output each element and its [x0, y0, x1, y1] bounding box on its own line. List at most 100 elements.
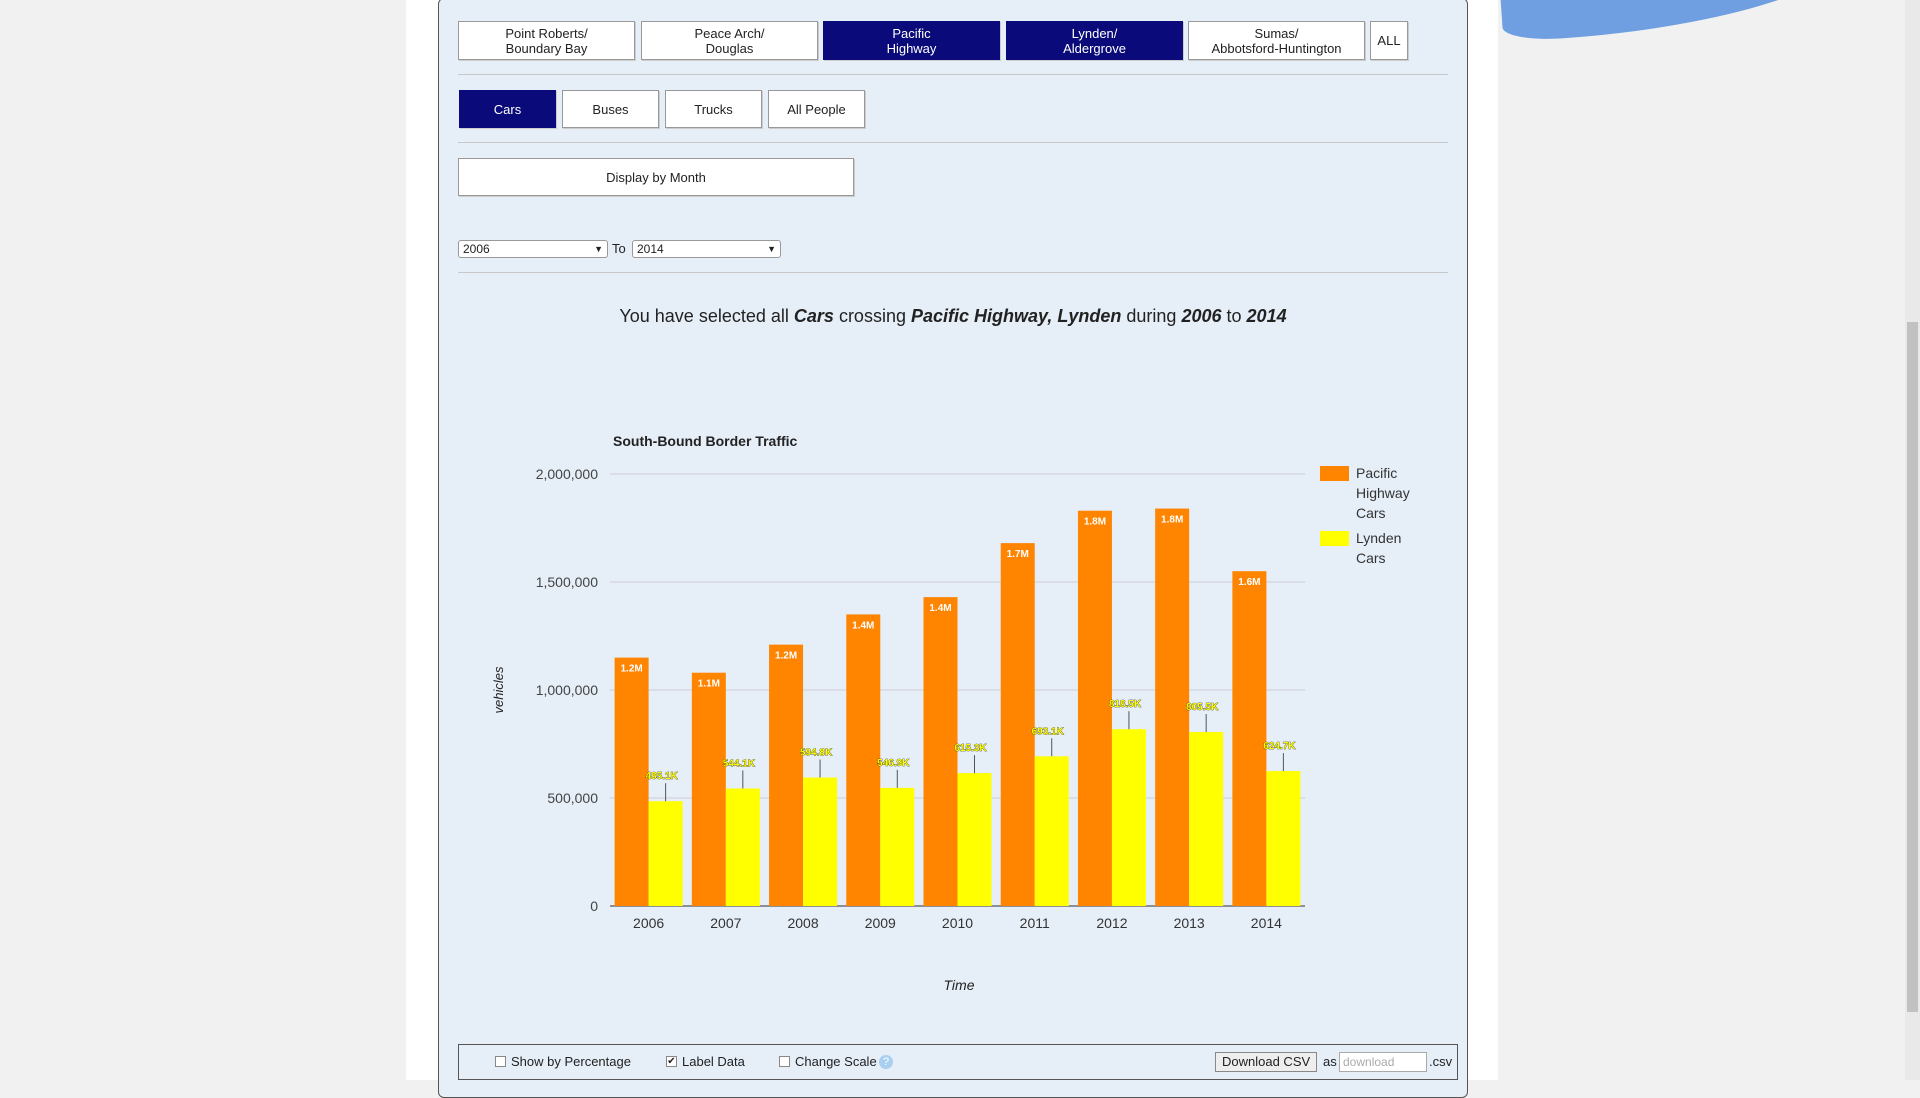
crossing-button-point-roberts[interactable]: Point Roberts/ Boundary Bay: [458, 21, 635, 60]
data-label: 693.1K: [1032, 726, 1065, 737]
bar-lynden: [648, 801, 683, 906]
summary-vehicle: Cars: [793, 306, 834, 326]
divider: [458, 272, 1448, 273]
y-tick-label: 1,500,000: [536, 574, 598, 590]
divider: [458, 74, 1448, 75]
y-axis-label: vehicles: [491, 666, 506, 713]
x-axis-label: Time: [944, 977, 975, 993]
x-tick-label: 2010: [942, 915, 973, 931]
selection-summary: You have selected all Cars crossing Paci…: [458, 306, 1448, 327]
help-icon[interactable]: ?: [879, 1055, 893, 1069]
vehicle-button-buses[interactable]: Buses: [562, 90, 659, 128]
scrollbar[interactable]: [1905, 0, 1920, 1080]
bar-lynden: [957, 773, 992, 906]
bar-pacific-highway: [691, 672, 726, 906]
summary-text: to: [1226, 306, 1242, 326]
legend-swatch: [1320, 466, 1349, 481]
show-percentage-label: Show by Percentage: [511, 1054, 631, 1069]
change-scale-checkbox[interactable]: [779, 1056, 790, 1067]
legend-label-line: Cars: [1356, 505, 1386, 521]
decorative-arc: [1497, 0, 1863, 43]
data-label: 1.2M: [775, 651, 797, 662]
data-label: 818.5K: [1109, 699, 1142, 710]
download-csv-button[interactable]: Download CSV: [1215, 1052, 1318, 1072]
bar-lynden: [1034, 756, 1069, 906]
x-tick-label: 2014: [1251, 915, 1282, 931]
legend-label-line: Cars: [1356, 550, 1386, 566]
show-percentage-checkbox[interactable]: [495, 1056, 506, 1067]
summary-crossings: Pacific Highway, Lynden: [910, 306, 1122, 326]
border-traffic-chart: South-Bound Border Traffic 0 500,000 1,000,…: [491, 433, 1410, 993]
legend-label-line: Lynden: [1356, 530, 1401, 546]
legend-label-line: Pacific: [1356, 465, 1397, 481]
chevron-down-icon: ▼: [594, 244, 603, 254]
crossing-button-pacific-highway[interactable]: Pacific Highway: [823, 21, 1000, 60]
data-label: 1.7M: [1007, 549, 1029, 560]
data-label: 805.5K: [1186, 702, 1219, 713]
data-label: 615.3K: [954, 743, 987, 754]
summary-text: You have selected all: [619, 306, 789, 326]
range-to-label: To: [612, 241, 626, 256]
bar-pacific-highway: [1000, 543, 1035, 906]
legend-label-line: Highway: [1356, 485, 1410, 501]
x-tick-label: 2012: [1096, 915, 1127, 931]
crossing-button-all[interactable]: ALL: [1370, 21, 1408, 60]
legend-label: Lynden Cars: [1356, 530, 1401, 566]
chart-title: South-Bound Border Traffic: [613, 433, 798, 449]
crossing-button-peace-arch[interactable]: Peace Arch/ Douglas: [641, 21, 818, 60]
label-data-label: Label Data: [682, 1054, 745, 1069]
x-tick-label: 2009: [865, 915, 896, 931]
y-tick-label: 2,000,000: [536, 466, 598, 482]
options-bar: Show by Percentage ✔ Label Data Change S…: [458, 1044, 1458, 1080]
data-label: 1.6M: [1238, 577, 1260, 588]
bar-pacific-highway: [1077, 510, 1112, 906]
y-tick-label: 0: [590, 898, 598, 914]
data-label: 1.8M: [1161, 515, 1183, 526]
data-label: 1.4M: [852, 620, 874, 631]
x-tick-label: 2007: [710, 915, 741, 931]
bar-pacific-highway: [1155, 508, 1190, 906]
download-extension-label: .csv: [1429, 1054, 1453, 1069]
data-label: 546.9K: [877, 758, 910, 769]
y-tick-label: 500,000: [547, 790, 598, 806]
bar-pacific-highway: [1232, 571, 1267, 906]
to-year-value: 2014: [637, 242, 664, 256]
label-data-checkbox[interactable]: ✔: [666, 1056, 677, 1067]
vehicle-button-trucks[interactable]: Trucks: [665, 90, 762, 128]
download-as-label: as: [1323, 1054, 1337, 1069]
summary-to-year: 2014: [1246, 306, 1287, 326]
data-label: 1.8M: [1084, 517, 1106, 528]
summary-text: during: [1126, 306, 1177, 326]
x-tick-label: 2013: [1174, 915, 1205, 931]
data-label: 485.1K: [645, 771, 678, 782]
to-year-select[interactable]: 2014 ▼: [632, 240, 781, 258]
y-tick-label: 1,000,000: [536, 682, 598, 698]
download-filename-input[interactable]: download: [1339, 1052, 1427, 1072]
summary-from-year: 2006: [1181, 306, 1222, 326]
bar-lynden: [803, 777, 838, 906]
bar-lynden: [725, 788, 760, 906]
vehicle-button-all-people[interactable]: All People: [768, 90, 865, 128]
bar-pacific-highway: [923, 597, 958, 906]
x-tick-label: 2008: [787, 915, 818, 931]
x-tick-label: 2011: [1020, 915, 1050, 931]
vehicle-button-cars[interactable]: Cars: [459, 90, 556, 128]
bar-pacific-highway: [614, 657, 649, 906]
from-year-value: 2006: [463, 242, 490, 256]
legend-swatch: [1320, 531, 1349, 546]
bar-lynden: [1266, 771, 1301, 906]
from-year-select[interactable]: 2006 ▼: [458, 240, 608, 258]
data-label: 594.8K: [800, 748, 833, 759]
divider: [458, 142, 1448, 143]
crossing-button-sumas[interactable]: Sumas/ Abbotsford-Huntington: [1188, 21, 1365, 60]
bar-lynden: [1189, 732, 1224, 906]
display-by-month-button[interactable]: Display by Month: [458, 158, 854, 196]
crossing-button-lynden[interactable]: Lynden/ Aldergrove: [1006, 21, 1183, 60]
legend-label: Pacific Highway Cars: [1356, 465, 1410, 521]
chevron-down-icon: ▼: [767, 244, 776, 254]
scrollbar-thumb[interactable]: [1907, 322, 1918, 1012]
data-label: 624.7K: [1263, 741, 1296, 752]
summary-text: crossing: [838, 306, 906, 326]
data-label: 1.2M: [620, 664, 642, 675]
data-label: 1.4M: [929, 603, 951, 614]
